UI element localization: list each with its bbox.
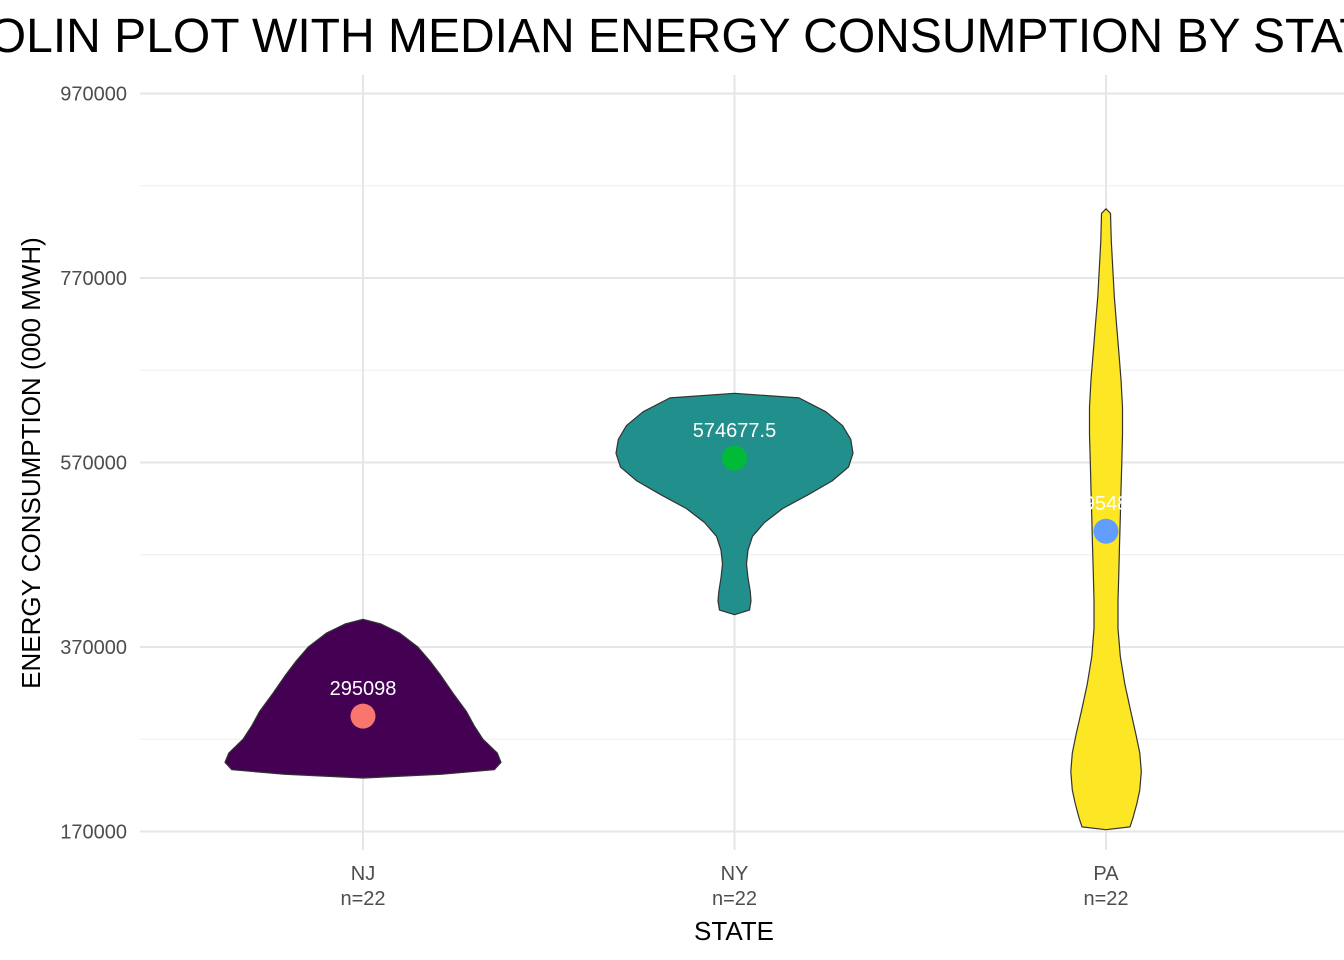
plot-panel: 295098 574677.5 495487 bbox=[140, 75, 1344, 850]
median-layer: 295098 574677.5 495487 bbox=[330, 420, 1140, 729]
x-tick-count-pa: n=22 bbox=[1083, 888, 1128, 910]
y-tick-label: 170000 bbox=[60, 822, 127, 844]
chart-title: VIOLIN PLOT WITH MEDIAN ENERGY CONSUMPTI… bbox=[0, 10, 1344, 63]
y-tick-label: 570000 bbox=[60, 453, 127, 475]
median-label-ny: 574677.5 bbox=[693, 420, 776, 442]
y-axis-ticks: 170000 370000 570000 770000 970000 bbox=[60, 83, 127, 843]
violin-ny bbox=[615, 392, 854, 616]
y-tick-label: 970000 bbox=[60, 83, 127, 105]
y-tick-label: 770000 bbox=[60, 268, 127, 290]
median-point-pa bbox=[1093, 518, 1119, 544]
x-axis-ticks: NJ n=22 NY n=22 PA n=22 bbox=[340, 863, 1128, 910]
x-tick-label-nj: NJ bbox=[351, 863, 375, 885]
x-axis-title: STATE bbox=[694, 916, 774, 946]
x-tick-count-nj: n=22 bbox=[340, 888, 385, 910]
x-tick-label-ny: NY bbox=[721, 863, 749, 885]
violin-nj bbox=[224, 618, 502, 779]
x-tick-label-pa: PA bbox=[1093, 863, 1119, 885]
y-axis-title: ENERGY CONSUMPTION (000 MWH) bbox=[16, 237, 46, 689]
median-label-nj: 295098 bbox=[330, 678, 397, 700]
median-point-nj bbox=[350, 703, 376, 729]
median-label-pa: 495487 bbox=[1073, 493, 1140, 515]
minor-gridlines bbox=[140, 185, 1344, 740]
x-tick-count-ny: n=22 bbox=[712, 888, 757, 910]
median-point-ny bbox=[722, 445, 747, 471]
y-tick-label: 370000 bbox=[60, 637, 127, 659]
